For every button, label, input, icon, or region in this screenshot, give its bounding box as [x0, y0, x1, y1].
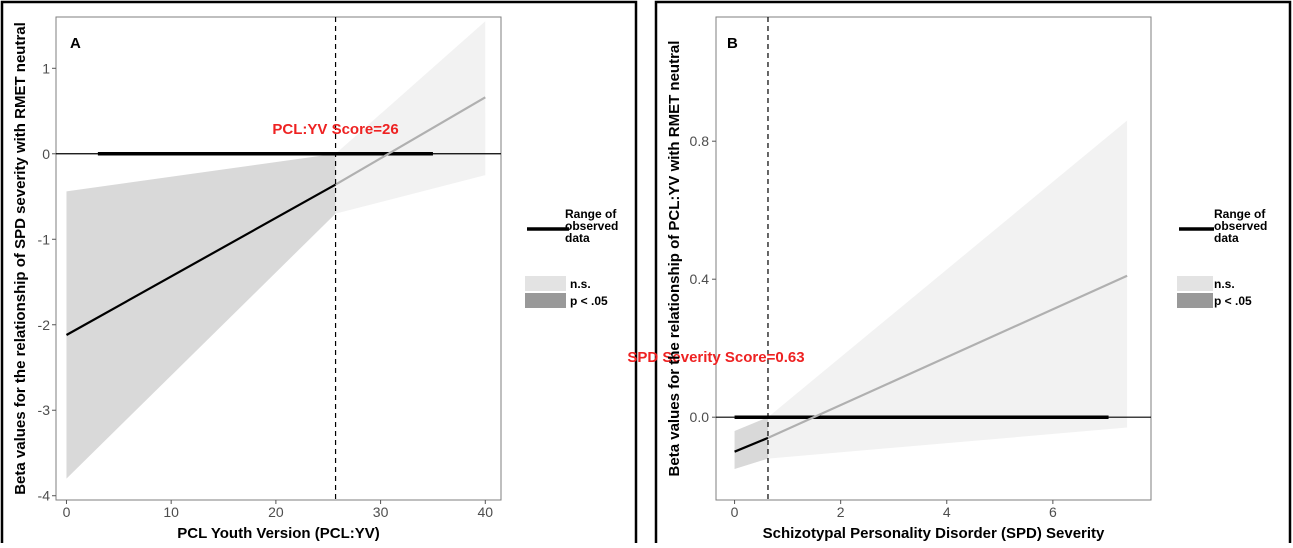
legend-range-label: data [565, 231, 590, 245]
y-axis-label: Beta values for the relationship of SPD … [12, 22, 29, 495]
legend-ns-label: n.s. [1214, 277, 1235, 291]
y-tick-label: 0.0 [690, 409, 710, 425]
y-tick-label: 1 [42, 60, 50, 76]
legend-range-label: data [1214, 231, 1239, 245]
legend-ns-swatch [525, 276, 566, 291]
y-tick-label: -2 [38, 317, 51, 333]
x-axis-label: PCL Youth Version (PCL:YV) [177, 525, 380, 542]
x-tick-label: 0 [731, 504, 739, 520]
y-tick-label: 0.8 [690, 133, 710, 149]
sig-confidence-band [734, 417, 768, 469]
x-tick-label: 2 [837, 504, 845, 520]
x-tick-label: 6 [1049, 504, 1057, 520]
panel-letter: A [70, 35, 81, 52]
y-tick-label: 0.4 [690, 271, 710, 287]
legend-ns-swatch [1177, 276, 1213, 291]
panel-b: SPD Severity Score=0.63 B 0.0 0.4 0.8 0 2 4 6 Sch… [627, 16, 1267, 542]
x-tick-label: 40 [478, 504, 494, 520]
x-tick-label: 20 [268, 504, 284, 520]
y-axis-label: Beta values for the relationship of PCL:… [666, 41, 683, 477]
ns-slope-line [335, 96, 486, 186]
legend-sig-swatch [1177, 293, 1213, 308]
ns-confidence-band [335, 21, 486, 214]
y-tick-label: -4 [38, 488, 51, 504]
legend-range-label: Range of [565, 207, 617, 221]
y-tick-label: -1 [38, 231, 51, 247]
x-tick-label: 4 [943, 504, 951, 520]
legend-sig-label: p < .05 [1214, 294, 1252, 308]
panel-letter: B [727, 35, 738, 52]
threshold-annotation: SPD Severity Score=0.63 [627, 349, 804, 366]
y-tick-label: 0 [42, 146, 50, 162]
legend-sig-swatch [525, 293, 566, 308]
legend-sig-label: p < .05 [570, 294, 608, 308]
threshold-annotation: PCL:YV Score=26 [272, 121, 398, 138]
sig-confidence-band [66, 153, 336, 479]
x-axis-label: Schizotypal Personality Disorder (SPD) S… [763, 525, 1105, 542]
ns-slope-line [767, 274, 1128, 439]
x-tick-label: 0 [63, 504, 71, 520]
legend-ns-label: n.s. [570, 277, 591, 291]
sig-slope-line [734, 436, 769, 453]
x-tick-label: 10 [163, 504, 179, 520]
ns-confidence-band [767, 120, 1128, 459]
legend-range-label: observed [1214, 219, 1267, 233]
y-tick-label: -3 [38, 402, 51, 418]
legend-range-label: observed [565, 219, 618, 233]
legend-range-label: Range of [1214, 207, 1266, 221]
x-tick-label: 30 [373, 504, 389, 520]
sig-slope-line [65, 183, 337, 336]
